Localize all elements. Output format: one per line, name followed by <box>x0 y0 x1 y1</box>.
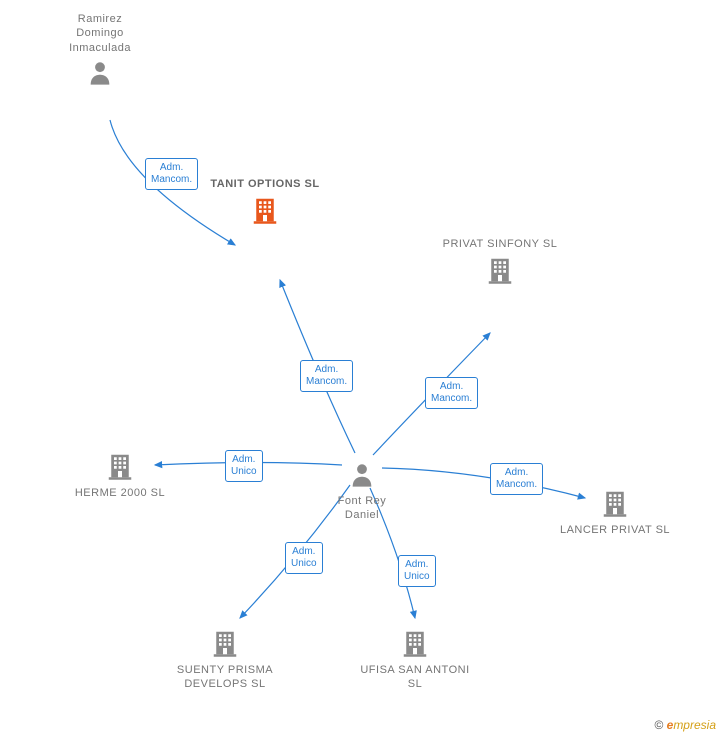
node-privat_sinfony: PRIVAT SINFONY SL <box>440 237 560 290</box>
node-fontrey: Font ReyDaniel <box>302 457 422 523</box>
node-lancer: LANCER PRIVAT SL <box>555 484 675 537</box>
building-icon <box>600 488 630 523</box>
edge-label: Adm.Mancom. <box>300 360 353 392</box>
edge-label: Adm.Unico <box>398 555 436 587</box>
node-label: PRIVAT SINFONY SL <box>440 237 560 251</box>
building-icon <box>210 628 240 663</box>
copyright-symbol: © <box>654 718 663 732</box>
node-tanit: TANIT OPTIONS SL <box>205 177 325 230</box>
edge-label: Adm.Unico <box>225 450 263 482</box>
node-label: RamirezDomingoInmaculada <box>40 12 160 55</box>
building-icon <box>250 195 280 230</box>
building-icon <box>485 255 515 290</box>
footer-copyright: © empresia <box>654 718 716 732</box>
node-suenty: SUENTY PRISMA DEVELOPS SL <box>165 624 285 692</box>
node-label: Font ReyDaniel <box>302 494 422 523</box>
node-label: TANIT OPTIONS SL <box>205 177 325 191</box>
building-icon <box>105 451 135 486</box>
node-ramirez: RamirezDomingoInmaculada <box>40 12 160 92</box>
node-label: HERME 2000 SL <box>60 486 180 500</box>
node-label: UFISA SAN ANTONI SL <box>355 663 475 692</box>
node-ufisa: UFISA SAN ANTONI SL <box>355 624 475 692</box>
node-herme: HERME 2000 SL <box>60 447 180 500</box>
edge-label: Adm.Unico <box>285 542 323 574</box>
network-diagram: RamirezDomingoInmaculada TANIT OPTIONS S… <box>0 0 728 740</box>
edge-label: Adm.Mancom. <box>490 463 543 495</box>
node-label: LANCER PRIVAT SL <box>555 523 675 537</box>
person-icon <box>86 59 114 92</box>
building-icon <box>400 628 430 663</box>
brand-logo: empresia <box>667 718 716 732</box>
person-icon <box>348 461 376 494</box>
edge-label: Adm.Mancom. <box>425 377 478 409</box>
node-label: SUENTY PRISMA DEVELOPS SL <box>165 663 285 692</box>
edge-label: Adm.Mancom. <box>145 158 198 190</box>
